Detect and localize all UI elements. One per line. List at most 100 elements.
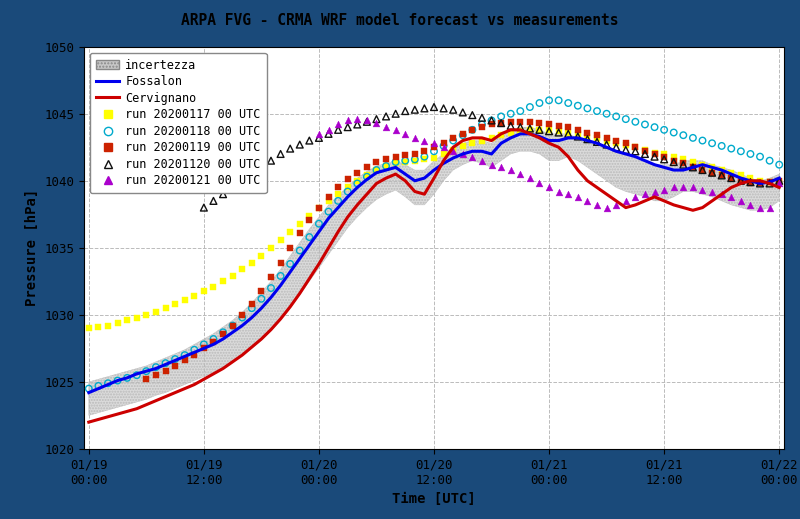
Point: [418, 104, 431, 113]
Point: [351, 120, 364, 129]
Point: [303, 233, 316, 241]
Point: [351, 169, 364, 177]
Point: [418, 136, 431, 145]
Point: [600, 203, 613, 212]
Point: [370, 166, 383, 174]
Y-axis label: Pressure [hPa]: Pressure [hPa]: [25, 189, 38, 306]
Point: [754, 180, 766, 188]
Point: [706, 139, 718, 147]
Point: [150, 363, 162, 371]
Point: [322, 126, 335, 134]
Point: [686, 163, 699, 172]
Point: [600, 110, 613, 118]
Point: [763, 180, 776, 188]
Point: [207, 197, 220, 205]
Point: [217, 330, 230, 338]
Point: [533, 99, 546, 107]
Point: [773, 180, 786, 188]
Point: [446, 146, 459, 154]
Point: [284, 260, 297, 268]
Point: [715, 171, 728, 180]
Point: [667, 158, 680, 166]
Point: [754, 203, 766, 212]
Point: [130, 371, 143, 379]
Point: [188, 346, 201, 354]
Point: [638, 190, 651, 198]
Point: [198, 203, 210, 212]
Point: [178, 296, 191, 304]
Point: [361, 116, 374, 125]
Point: [629, 193, 642, 201]
Point: [390, 110, 402, 118]
Point: [274, 258, 287, 267]
Point: [418, 147, 431, 156]
Point: [667, 153, 680, 161]
Point: [485, 160, 498, 169]
Point: [619, 146, 632, 154]
Point: [409, 155, 422, 163]
Point: [342, 123, 354, 131]
Point: [361, 163, 374, 172]
Point: [514, 107, 526, 115]
Point: [294, 229, 306, 237]
Point: [226, 183, 239, 192]
Point: [677, 155, 690, 163]
Point: [571, 126, 584, 134]
Point: [150, 308, 162, 316]
Point: [638, 150, 651, 158]
Point: [648, 123, 661, 131]
Point: [437, 104, 450, 113]
Point: [658, 155, 670, 163]
Point: [773, 180, 786, 188]
Point: [773, 176, 786, 185]
Point: [648, 150, 661, 158]
Point: [409, 157, 422, 165]
Point: [504, 118, 517, 126]
Point: [648, 153, 661, 161]
Point: [380, 162, 393, 170]
Point: [226, 321, 239, 330]
Point: [494, 112, 507, 120]
Point: [542, 126, 555, 134]
Point: [427, 103, 440, 111]
Point: [380, 112, 393, 120]
Point: [610, 112, 622, 120]
Point: [600, 141, 613, 149]
Point: [351, 115, 364, 124]
Point: [581, 197, 594, 205]
Point: [562, 190, 574, 198]
Point: [715, 171, 728, 180]
Point: [504, 110, 517, 118]
Point: [446, 134, 459, 142]
Point: [686, 134, 699, 142]
Point: [456, 142, 469, 150]
Point: [562, 130, 574, 138]
Point: [734, 197, 747, 205]
Point: [246, 170, 258, 178]
Point: [744, 178, 757, 186]
Point: [466, 126, 478, 134]
Point: [255, 286, 268, 295]
Point: [188, 351, 201, 359]
Point: [313, 203, 326, 212]
Point: [648, 148, 661, 157]
Point: [437, 139, 450, 147]
Point: [294, 247, 306, 255]
Point: [514, 123, 526, 131]
Point: [246, 300, 258, 308]
Point: [178, 351, 191, 359]
Point: [342, 116, 354, 125]
Point: [485, 116, 498, 125]
Point: [715, 190, 728, 198]
Point: [552, 121, 565, 130]
Point: [111, 376, 124, 385]
Point: [437, 143, 450, 152]
Point: [427, 154, 440, 162]
Point: [303, 215, 316, 224]
Point: [552, 128, 565, 136]
Point: [725, 193, 738, 201]
Point: [658, 126, 670, 134]
Point: [533, 126, 546, 134]
X-axis label: Time [UTC]: Time [UTC]: [392, 492, 476, 506]
Point: [706, 169, 718, 177]
